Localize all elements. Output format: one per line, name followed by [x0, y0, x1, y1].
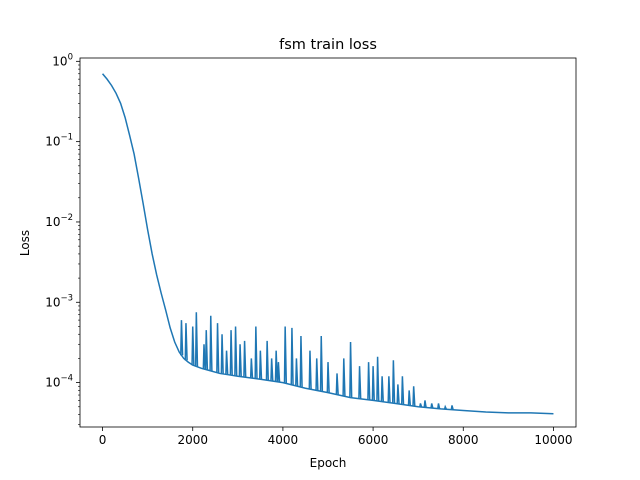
- y-tick-label: 100: [52, 52, 73, 68]
- loss-spike: [216, 323, 220, 373]
- loss-spikes: [180, 312, 454, 410]
- loss-spike: [419, 403, 423, 408]
- loss-spike: [249, 358, 254, 379]
- loss-spike: [220, 334, 224, 374]
- x-tick-label: 6000: [358, 433, 389, 447]
- loss-spike: [430, 403, 434, 409]
- x-tick-label: 0: [99, 433, 107, 447]
- loss-spike: [229, 330, 233, 376]
- chart-title: fsm train loss: [279, 37, 377, 53]
- loss-spike: [194, 312, 199, 367]
- y-tick-label: 10−4: [45, 374, 73, 390]
- loss-spike: [423, 400, 427, 408]
- loss-spike: [276, 362, 281, 382]
- loss-spike: [319, 336, 324, 392]
- loss-spike: [450, 405, 454, 410]
- loss-spike: [400, 376, 405, 405]
- loss-spike: [437, 403, 441, 409]
- loss-spike: [191, 326, 195, 366]
- loss-spike: [367, 362, 371, 400]
- x-tick-label: 10000: [534, 433, 572, 447]
- loss-spike: [412, 386, 416, 407]
- loss-spike: [209, 315, 213, 371]
- axes-frame: [79, 57, 577, 428]
- loss-spike: [243, 340, 247, 378]
- loss-spike: [238, 344, 242, 377]
- y-tick-label: 10−2: [45, 213, 73, 229]
- loss-spike: [376, 356, 380, 402]
- loss-spike: [270, 358, 274, 381]
- loss-spike: [265, 340, 269, 381]
- loss-series-line: [101, 73, 554, 415]
- loss-spike: [407, 390, 412, 406]
- loss-spike: [349, 342, 353, 398]
- plot-area: [101, 73, 554, 415]
- x-tick-label: 2000: [177, 433, 208, 447]
- x-axis-ticks: 0 2000 4000 6000 8000 10000: [99, 427, 573, 447]
- x-axis-label: Epoch: [310, 456, 347, 470]
- loss-spike: [335, 373, 339, 395]
- loss-spike: [274, 350, 279, 382]
- y-tick-label: 10−1: [45, 133, 73, 149]
- loss-spike: [202, 344, 206, 370]
- loss-spike: [380, 376, 384, 402]
- y-axis-ticks: 10−4 10−3 10−2 10−1 100: [45, 52, 80, 425]
- loss-spike: [342, 358, 346, 397]
- y-axis-label: Loss: [18, 230, 32, 256]
- loss-spike: [387, 376, 391, 403]
- x-tick-label: 8000: [448, 433, 479, 447]
- loss-spike: [308, 350, 312, 390]
- loss-spike: [184, 323, 188, 361]
- loss-spike: [254, 326, 258, 379]
- x-tick-label: 4000: [268, 433, 299, 447]
- loss-spike: [180, 320, 184, 356]
- y-tick-label: 10−3: [45, 293, 73, 309]
- loss-spike: [225, 350, 229, 375]
- loss-spike: [371, 366, 375, 401]
- loss-spike: [290, 327, 294, 385]
- loss-spike: [299, 336, 303, 388]
- loss-spike: [443, 404, 448, 410]
- loss-spike: [396, 384, 400, 404]
- loss-spike: [358, 366, 362, 399]
- loss-spike: [315, 358, 319, 391]
- loss-spike: [258, 350, 263, 380]
- loss-spike: [295, 358, 299, 387]
- loss-spike: [283, 326, 288, 384]
- loss-spike: [326, 362, 330, 393]
- loss-spike: [204, 330, 209, 370]
- loss-spike: [234, 326, 238, 376]
- loss-spike: [391, 360, 396, 404]
